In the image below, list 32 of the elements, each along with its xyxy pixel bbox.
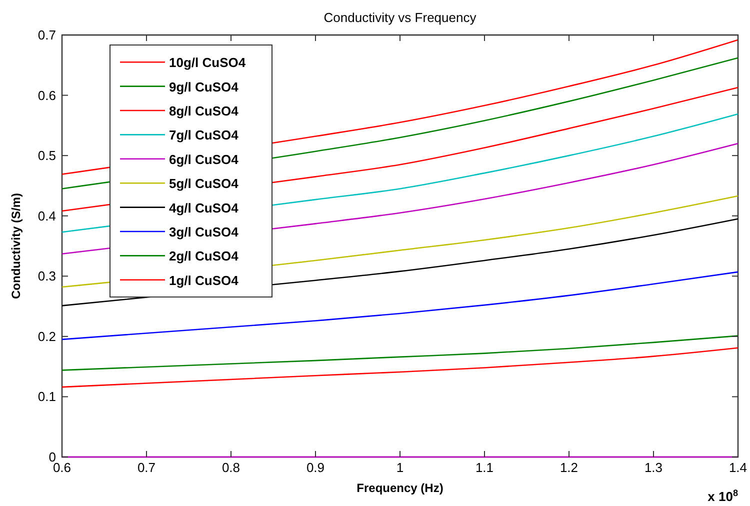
x-tick-label: 1.1 [475,460,494,475]
x-tick-label: 1.2 [560,460,578,475]
x-tick-label: 1 [396,460,404,475]
y-tick-label: 0.7 [38,28,56,42]
x-tick-label: 0.8 [222,460,240,475]
legend-label: 1g/l CuSO4 [169,272,240,288]
legend-label: 3g/l CuSO4 [169,224,240,240]
text: x 10$^{8}$ [708,488,738,504]
y-tick-label: 0.1 [38,389,56,404]
chart-title: Conductivity vs Frequency [324,10,477,25]
line-series [61,335,739,371]
line-series [61,347,739,388]
legend-label: 5g/l CuSO4 [169,176,240,192]
legend-label: 4g/l CuSO4 [169,200,240,216]
y-tick-label: 0.6 [38,88,56,103]
x-axis-title: Frequency (Hz) [356,481,444,495]
legend-label: 6g/l CuSO4 [169,152,240,167]
x-tick-label: 0.7 [137,460,156,475]
legend-label: 7g/l CuSO4 [169,128,240,143]
y-axis-title: Conductivity (S/m) [9,192,23,300]
x-tick-label: 0.9 [306,460,325,475]
legend-label: 10g/l CuSO4 [169,55,246,70]
legend-label: 9g/l CuSO4 [169,79,240,94]
legend-label: 2g/l CuSO4 [169,248,240,264]
line-series [61,271,739,340]
y-tick-label: 0.2 [38,328,56,344]
y-tick-label: 0.5 [38,148,56,164]
x-tick-label: 1.3 [644,460,663,475]
x-tick-label: 1.4 [728,460,748,475]
y-tick-label: 0.4 [38,208,56,224]
legend-label: 8g/l CuSO4 [169,104,240,118]
y-tick-label: 0.3 [38,268,56,284]
